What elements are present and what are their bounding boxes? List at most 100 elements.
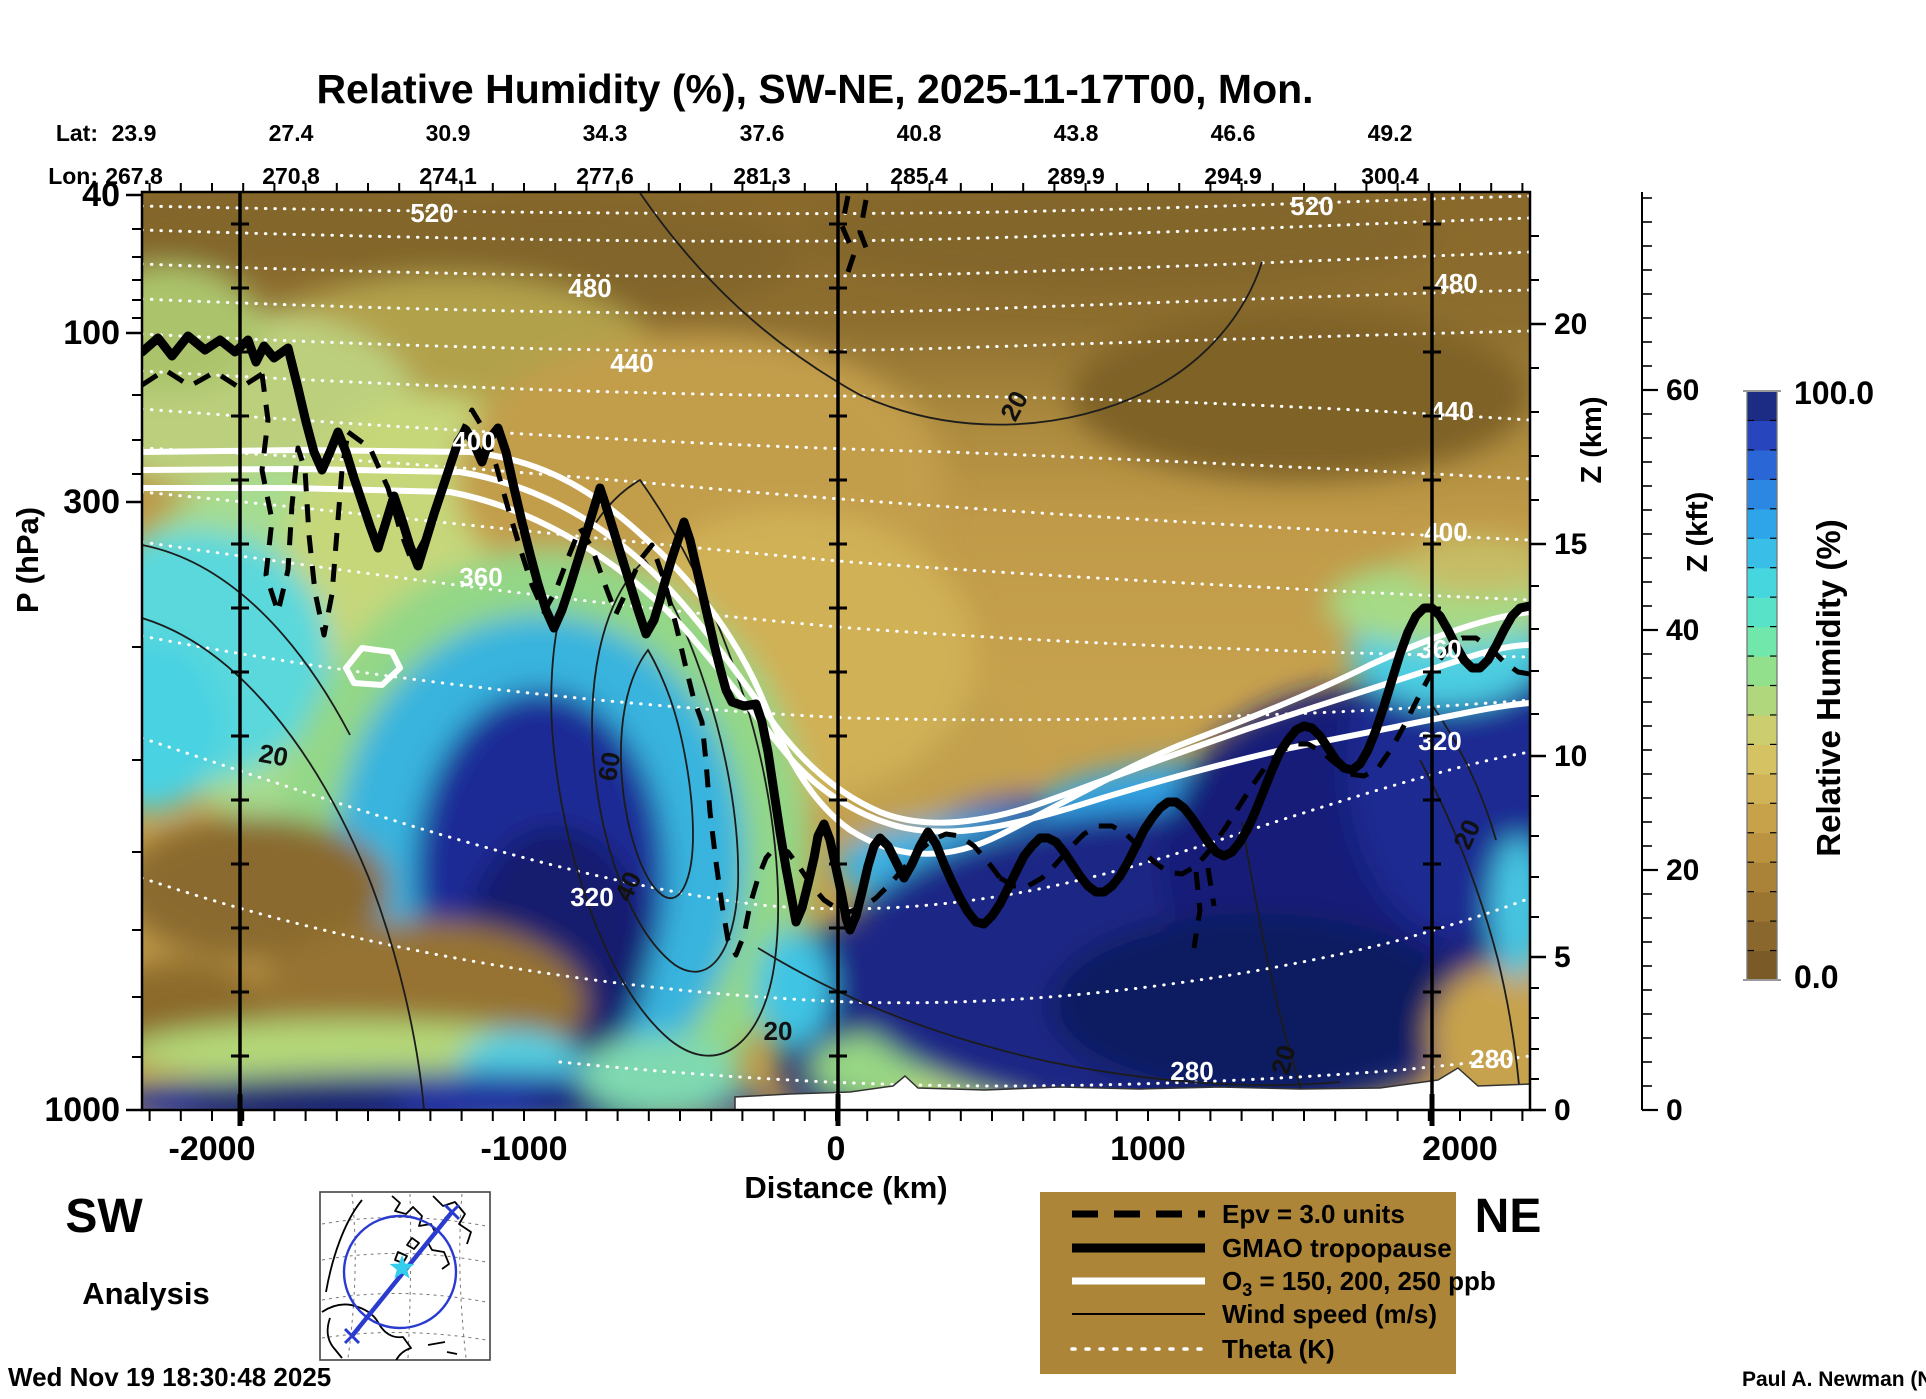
map-endpoint-x — [443, 1203, 461, 1221]
colorbar-segment — [1747, 538, 1777, 569]
colorbar-segment — [1747, 803, 1777, 834]
map-coastline — [427, 1341, 446, 1346]
zkm-tick-label: 5 — [1554, 941, 1571, 974]
colorbar — [1743, 390, 1781, 981]
zkft-tick-label: 60 — [1666, 374, 1699, 407]
map-coastline — [406, 1237, 420, 1250]
colorbar-segment — [1747, 391, 1777, 422]
lat-value: 37.6 — [740, 120, 785, 146]
colorbar-segment — [1747, 479, 1777, 510]
colorbar-segment — [1747, 773, 1777, 804]
colorbar-segment — [1747, 921, 1777, 952]
colorbar-segment — [1747, 449, 1777, 480]
lat-value: 27.4 — [269, 120, 314, 146]
map-coastline — [326, 1317, 343, 1359]
colorbar-min-label: 0.0 — [1794, 959, 1838, 995]
map-graticule — [407, 1193, 412, 1359]
colorbar-segment — [1747, 626, 1777, 657]
colorbar-segment — [1747, 832, 1777, 863]
wind-contour — [591, 558, 740, 973]
rh-blob — [142, 192, 520, 270]
legend-label-epv: Epv = 3.0 units — [1222, 1199, 1405, 1229]
theta-label-320: 320 — [570, 882, 613, 912]
theta-label-280: 280 — [1470, 1044, 1513, 1074]
epv-contour — [346, 407, 1002, 958]
theta-contour-500 — [142, 250, 1530, 278]
lon-value: 289.9 — [1047, 163, 1105, 189]
lon-value: 300.4 — [1361, 163, 1419, 189]
lon-value: 270.8 — [262, 163, 320, 189]
wind-contour — [620, 648, 694, 899]
map-inset-content — [321, 1193, 487, 1360]
epv-contour — [839, 195, 857, 279]
wind-contour — [142, 544, 351, 736]
timestamp-label: Wed Nov 19 18:30:48 2025 — [8, 1362, 331, 1392]
lat-value: 23.9 — [112, 120, 157, 146]
x-tick-label: -1000 — [481, 1130, 568, 1168]
terrain-surface-mask — [734, 1067, 1530, 1110]
colorbar-segment — [1747, 744, 1777, 775]
rh-blob — [1050, 913, 1460, 1097]
theta-contour-520 — [142, 216, 1530, 243]
rh-blob — [142, 265, 263, 395]
theta-label-360: 360 — [459, 562, 502, 592]
ozone-contour — [343, 645, 403, 688]
p-tick-label: 1000 — [44, 1091, 120, 1129]
waypoint-line — [1423, 192, 1441, 1126]
pressure-axis-label: P (hPa) — [10, 507, 45, 613]
p-tick-label: 40 — [82, 176, 120, 214]
epv-contour — [142, 195, 1530, 958]
lon-value: 274.1 — [419, 163, 477, 189]
rh-blob — [142, 640, 225, 810]
x-tick-label: 1000 — [1110, 1130, 1186, 1168]
lat-value: 40.8 — [897, 120, 942, 146]
theta-contour-540 — [142, 194, 1530, 216]
legend-label-tropopause: GMAO tropopause — [1222, 1233, 1452, 1263]
colorbar-segment — [1747, 567, 1777, 598]
colorbar-segment — [1747, 597, 1777, 628]
lat-value: 34.3 — [583, 120, 628, 146]
p-tick-label: 300 — [63, 483, 120, 521]
credit-label: Paul A. Newman (NASA — [1742, 1368, 1926, 1391]
theta-contour-340 — [142, 634, 1530, 722]
theta-contour-320 — [142, 736, 1530, 911]
epv-contour — [857, 199, 873, 259]
theta-contour-300 — [142, 876, 1530, 1005]
zkm-tick-label: 15 — [1554, 528, 1587, 561]
lon-value: 285.4 — [890, 163, 948, 189]
rh-blob — [185, 1080, 415, 1110]
colorbar-segment — [1747, 891, 1777, 922]
zkft-tick-label: 40 — [1666, 614, 1699, 647]
wind-speed-contours — [142, 192, 1522, 1110]
chart-title: Relative Humidity (%), SW-NE, 2025-11-17… — [316, 66, 1313, 112]
legend-label-o3: O3 = 150, 200, 250 ppb — [1222, 1266, 1496, 1300]
rh-blob — [1403, 536, 1530, 596]
colorbar-segment — [1747, 685, 1777, 716]
theta-label-320: 320 — [1418, 726, 1461, 756]
epv-contour — [1205, 867, 1217, 907]
colorbar-title: Relative Humidity (%) — [1810, 519, 1847, 856]
map-range-circle — [342, 1214, 458, 1330]
theta-label-520: 520 — [1290, 191, 1333, 221]
theta-label-480: 480 — [568, 273, 611, 303]
x-tick-label: 0 — [827, 1130, 846, 1168]
map-coastline — [432, 1195, 472, 1245]
theta-contour-480 — [142, 288, 1530, 315]
theta-label-360: 360 — [1418, 634, 1461, 664]
colorbar-segment — [1747, 656, 1777, 687]
legend-label-wind: Wind speed (m/s) — [1222, 1299, 1437, 1329]
p-tick-label: 100 — [63, 314, 120, 352]
map-coastline — [446, 1351, 458, 1355]
theta-contour-360 — [142, 540, 1530, 659]
epv-contour — [259, 373, 351, 638]
theta-label-480: 480 — [1434, 268, 1477, 298]
epv-contour — [998, 635, 1530, 889]
theta-contour-380 — [142, 490, 1530, 602]
sw-corner-label: SW — [65, 1190, 143, 1243]
map-transect-line — [350, 1210, 454, 1338]
map-inset — [319, 1191, 491, 1361]
zkm-tick-label: 10 — [1554, 740, 1587, 773]
waypoint-line — [829, 192, 847, 1126]
wind-contour — [550, 478, 780, 1057]
